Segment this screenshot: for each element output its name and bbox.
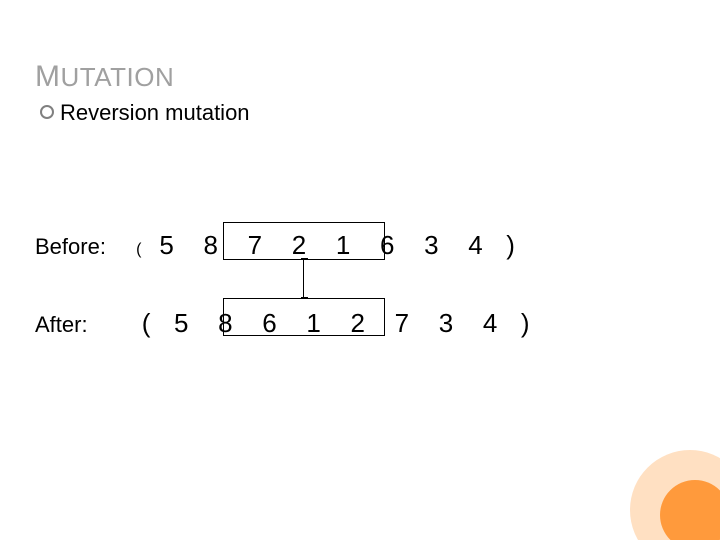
paren-close-after: ) [515, 308, 535, 339]
after-7: 4 [471, 308, 509, 339]
before-4: 1 [324, 230, 362, 261]
label-before: Before: [35, 234, 130, 260]
before-7: 4 [456, 230, 494, 261]
label-after: After: [35, 312, 130, 338]
after-5: 7 [383, 308, 421, 339]
before-2: 7 [236, 230, 274, 261]
slide-title: MUTATION [35, 60, 174, 94]
after-2: 6 [251, 308, 289, 339]
before-5: 6 [368, 230, 406, 261]
row-after: After: ( 5 8 6 1 2 7 3 4 ) [35, 308, 535, 339]
subtitle-text: Reversion mutation [60, 100, 250, 125]
title-first-letter: M [35, 60, 61, 93]
slide-subtitle: Reversion mutation [40, 100, 250, 126]
paren-open-before: ( [136, 241, 141, 259]
after-6: 3 [427, 308, 465, 339]
before-1: 8 [192, 230, 230, 261]
before-0: 5 [148, 230, 186, 261]
after-1: 8 [206, 308, 244, 339]
row-before: Before: ( 5 8 7 2 1 6 3 4 ) [35, 230, 521, 261]
title-rest: UTATION [61, 62, 175, 92]
before-3: 2 [280, 230, 318, 261]
bullet-icon [40, 105, 54, 119]
after-3: 1 [295, 308, 333, 339]
after-0: 5 [162, 308, 200, 339]
connector-line [303, 258, 304, 298]
before-6: 3 [412, 230, 450, 261]
after-4: 2 [339, 308, 377, 339]
paren-open-after: ( [136, 308, 156, 339]
paren-close-before: ) [501, 230, 521, 261]
